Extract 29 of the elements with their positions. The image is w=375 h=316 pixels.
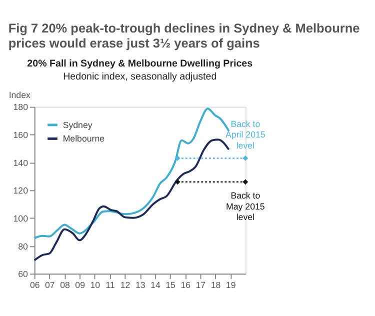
y-tick-label: 160	[13, 130, 28, 140]
legend-label: Melbourne	[62, 134, 105, 144]
y-tick-label: 60	[18, 269, 28, 280]
x-tick-label: 19	[226, 280, 236, 290]
x-tick-label: 15	[166, 280, 176, 290]
y-axis-title: Index	[8, 90, 32, 100]
x-tick-label: 09	[75, 280, 86, 290]
y-tick-label: 180	[13, 102, 28, 112]
chart-subtitle: Hedonic index, seasonally adjusted	[63, 71, 217, 82]
x-tick-label: 16	[180, 280, 191, 290]
x-tick-label: 06	[30, 280, 40, 290]
x-tick-label: 10	[90, 280, 100, 290]
y-tick-label: 120	[13, 186, 28, 196]
x-tick-label: 11	[106, 280, 115, 290]
y-tick-label: 80	[18, 241, 28, 252]
x-tick-label: 12	[120, 280, 130, 290]
x-tick-label: 07	[45, 280, 55, 290]
annotation: Back to April 2015 level	[226, 118, 266, 150]
annotation: Back to May 2015 level	[226, 190, 265, 222]
legend-label: Sydney	[62, 120, 93, 130]
x-tick-label: 18	[210, 280, 221, 290]
chart-title: 20% Fall in Sydney & Melbourne Dwelling Prices	[27, 58, 254, 70]
y-tick-label: 100	[13, 213, 28, 224]
x-tick-label: 17	[196, 280, 206, 290]
x-tick-label: 14	[150, 280, 160, 290]
y-tick-label: 140	[13, 158, 28, 168]
x-tick-label: 13	[135, 280, 146, 290]
x-tick-label: 08	[60, 280, 70, 290]
caption: Fig 7 20% peak-to-trough declines in Sydney & Melbourne prices would erase just 3½ years of gains	[8, 20, 360, 50]
